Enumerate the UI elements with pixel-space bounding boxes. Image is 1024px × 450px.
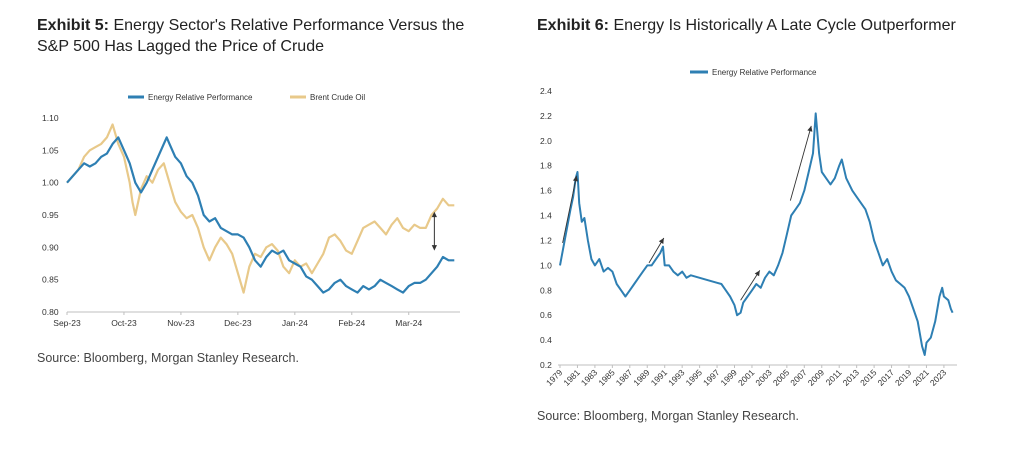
- exhibit6-x-tick-label: 2015: [858, 367, 879, 388]
- exhibit6-trend-arrow: [740, 270, 761, 301]
- exhibit5-y-tick-label: 0.95: [42, 210, 59, 220]
- exhibit6-title-text: Energy Is Historically A Late Cycle Outp…: [609, 17, 956, 34]
- exhibit6-x-tick-label: 2021: [910, 367, 931, 388]
- exhibit6-y-tick-label: 2.4: [540, 86, 552, 96]
- exhibit6-trend-arrow: [789, 125, 812, 201]
- exhibit6-trend-arrow-head: [807, 125, 813, 132]
- exhibit6-x-tick-label: 2009: [806, 367, 827, 388]
- exhibit6-y-tick-label: 1.0: [540, 260, 552, 270]
- exhibit5-x-tick-label: Feb-24: [338, 318, 365, 328]
- exhibit5-x-tick-label: Oct-23: [111, 318, 137, 328]
- exhibit6-x-tick-label: 2001: [736, 367, 757, 388]
- exhibit5-title-text: Energy Sector's Relative Performance Ver…: [37, 17, 465, 55]
- exhibit6-y-tick-label: 1.6: [540, 186, 552, 196]
- exhibit6-x-tick-label: 1985: [596, 367, 617, 388]
- exhibit5-brent-line: [66, 123, 455, 294]
- exhibit5-legend-label: Brent Crude Oil: [310, 93, 365, 102]
- exhibit6-x-tick-label: 1995: [684, 367, 705, 388]
- exhibit6-title: Exhibit 6: Energy Is Historically A Late…: [537, 15, 1007, 36]
- exhibit6-trend-arrow-head: [658, 237, 664, 244]
- exhibit6-x-tick-label: 1983: [579, 367, 600, 388]
- exhibit5-y-tick-label: 0.85: [42, 275, 59, 285]
- exhibit5-source: Source: Bloomberg, Morgan Stanley Resear…: [37, 351, 299, 365]
- exhibit5-gap-arrow-head: [431, 245, 437, 251]
- exhibit5-x-tick-label: Mar-24: [395, 318, 422, 328]
- exhibit6-x-tick-label: 1989: [631, 367, 652, 388]
- exhibit6-y-tick-label: 0.6: [540, 310, 552, 320]
- exhibit5-gap-arrow-head: [431, 211, 437, 218]
- exhibit6-x-tick-label: 2019: [893, 367, 914, 388]
- exhibit5-title: Exhibit 5: Energy Sector's Relative Perf…: [37, 15, 497, 57]
- exhibit6-y-tick-label: 2.0: [540, 136, 552, 146]
- exhibit5-y-tick-label: 1.05: [42, 145, 59, 155]
- exhibit5-y-tick-label: 0.90: [42, 242, 59, 252]
- exhibit6-y-tick-label: 1.2: [540, 235, 552, 245]
- exhibit5-x-tick-label: Jan-24: [282, 318, 308, 328]
- exhibit6-x-tick-label: 2017: [876, 367, 897, 388]
- exhibit6-legend-label: Energy Relative Performance: [712, 68, 817, 77]
- exhibit5-y-tick-label: 0.80: [42, 307, 59, 317]
- exhibit6-x-tick-label: 1999: [718, 367, 739, 388]
- exhibit6-energy-line: [559, 112, 954, 356]
- exhibit6-y-tick-label: 0.2: [540, 360, 552, 370]
- exhibit5-x-tick-label: Dec-23: [224, 318, 252, 328]
- exhibit6-x-tick-label: 1991: [649, 367, 670, 388]
- exhibit6-x-tick-label: 2005: [771, 367, 792, 388]
- exhibit6-x-tick-label: 1981: [561, 367, 582, 388]
- exhibit5-title-number: Exhibit 5:: [37, 17, 110, 34]
- exhibit6-x-tick-label: 1979: [544, 367, 565, 388]
- exhibit6-trend-arrow-head: [754, 270, 760, 277]
- exhibit6-x-tick-label: 2011: [824, 367, 844, 387]
- exhibit5-energy-line: [66, 136, 455, 294]
- exhibit6-x-tick-label: 1987: [614, 367, 635, 388]
- exhibit6-x-tick-label: 2013: [841, 367, 862, 388]
- exhibit6-y-tick-label: 0.4: [540, 335, 552, 345]
- exhibit6-y-tick-label: 2.2: [540, 111, 552, 121]
- exhibit6-x-tick-label: 1997: [701, 367, 722, 388]
- exhibit5-y-tick-label: 1.10: [42, 113, 59, 123]
- exhibit6-x-tick-label: 2007: [788, 367, 809, 388]
- exhibit6-y-tick-label: 1.8: [540, 161, 552, 171]
- exhibit6-x-tick-label: 1993: [666, 367, 687, 388]
- exhibit6-x-tick-label: 2023: [928, 367, 949, 388]
- exhibit5-y-tick-label: 1.00: [42, 178, 59, 188]
- exhibit6-trend-arrow: [562, 175, 578, 244]
- exhibit5-x-tick-label: Sep-23: [53, 318, 81, 328]
- exhibit6-title-number: Exhibit 6:: [537, 17, 610, 34]
- exhibit6-source: Source: Bloomberg, Morgan Stanley Resear…: [537, 409, 799, 423]
- exhibit5-legend-label: Energy Relative Performance: [148, 93, 253, 102]
- exhibit6-y-tick-label: 0.8: [540, 285, 552, 295]
- exhibit6-trend-arrow-head: [572, 175, 579, 182]
- exhibit6-y-tick-label: 1.4: [540, 211, 552, 221]
- exhibit6-x-tick-label: 2003: [753, 367, 774, 388]
- exhibit5-x-tick-label: Nov-23: [167, 318, 195, 328]
